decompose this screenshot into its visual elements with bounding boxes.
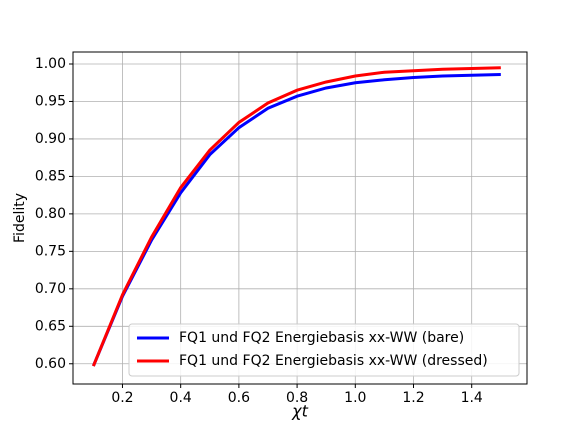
legend-label: FQ1 und FQ2 Energiebasis xx-WW (bare) — [179, 330, 464, 346]
y-tick-label: 0.80 — [35, 206, 66, 222]
x-tick-label: 1.4 — [461, 390, 483, 406]
y-tick-label: 0.95 — [35, 93, 66, 109]
x-axis-label: χt — [291, 402, 308, 421]
y-axis-label: Fidelity — [12, 193, 28, 243]
y-tick-label: 0.90 — [35, 131, 66, 147]
line — [91, 66, 501, 367]
legend-label: FQ1 und FQ2 Energiebasis xx-WW (dressed) — [179, 353, 488, 369]
x-tick-label: 1.2 — [402, 390, 424, 406]
x-tick-label: 0.8 — [286, 390, 308, 406]
y-tick-label: 0.75 — [35, 243, 66, 259]
x-tick-label: 0.6 — [228, 390, 250, 406]
y-tick-label: 0.65 — [35, 318, 66, 334]
x-tick-label: 0.4 — [170, 390, 192, 406]
y-tick-label: 0.60 — [35, 356, 66, 372]
plot-frame — [72, 51, 528, 385]
line — [91, 72, 501, 367]
y-tick-label: 0.70 — [35, 281, 66, 297]
x-tick-label: 1.0 — [344, 390, 366, 406]
x-tick-label: 0.2 — [111, 390, 133, 406]
legend — [128, 323, 520, 377]
y-tick-label: 0.85 — [35, 168, 66, 184]
y-tick-label: 1.00 — [35, 56, 66, 72]
